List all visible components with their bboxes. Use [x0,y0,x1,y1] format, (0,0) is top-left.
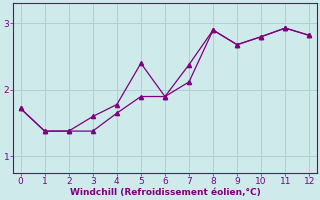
X-axis label: Windchill (Refroidissement éolien,°C): Windchill (Refroidissement éolien,°C) [69,188,260,197]
